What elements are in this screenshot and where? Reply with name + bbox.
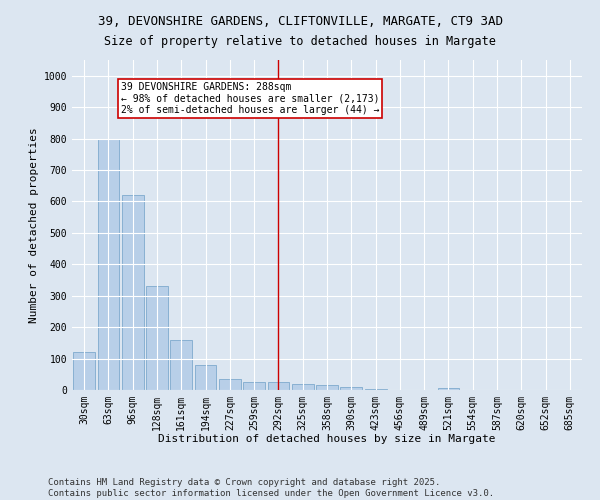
- Text: 39 DEVONSHIRE GARDENS: 288sqm
← 98% of detached houses are smaller (2,173)
2% of: 39 DEVONSHIRE GARDENS: 288sqm ← 98% of d…: [121, 82, 379, 115]
- Text: 39, DEVONSHIRE GARDENS, CLIFTONVILLE, MARGATE, CT9 3AD: 39, DEVONSHIRE GARDENS, CLIFTONVILLE, MA…: [97, 15, 503, 28]
- Bar: [146, 286, 168, 390]
- Bar: [365, 389, 386, 390]
- Bar: [170, 340, 192, 390]
- Bar: [194, 365, 217, 390]
- Text: Size of property relative to detached houses in Margate: Size of property relative to detached ho…: [104, 35, 496, 48]
- Bar: [437, 388, 460, 390]
- Y-axis label: Number of detached properties: Number of detached properties: [29, 127, 40, 323]
- Bar: [73, 352, 95, 390]
- Bar: [268, 382, 289, 390]
- Bar: [97, 138, 119, 390]
- Bar: [243, 382, 265, 390]
- Bar: [292, 384, 314, 390]
- Bar: [219, 379, 241, 390]
- X-axis label: Distribution of detached houses by size in Margate: Distribution of detached houses by size …: [158, 434, 496, 444]
- Bar: [122, 195, 143, 390]
- Text: Contains HM Land Registry data © Crown copyright and database right 2025.
Contai: Contains HM Land Registry data © Crown c…: [48, 478, 494, 498]
- Bar: [340, 388, 362, 390]
- Bar: [316, 386, 338, 390]
